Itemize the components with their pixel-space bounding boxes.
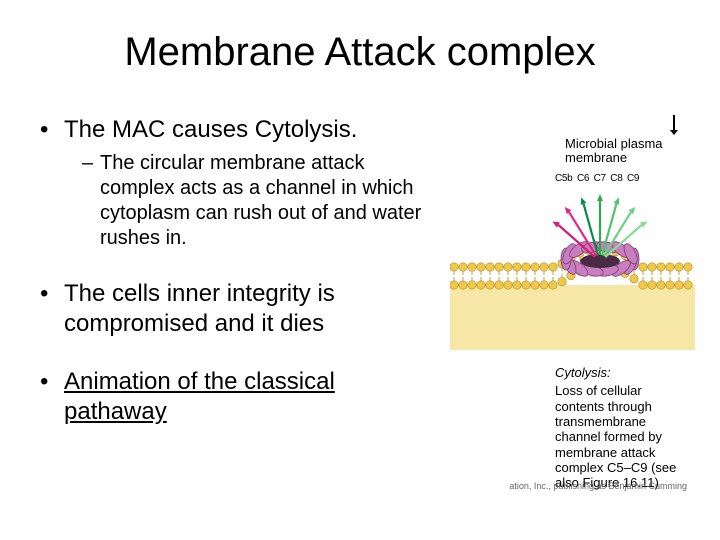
membrane-diagram-icon (450, 185, 695, 350)
protein-c7: C7 (594, 173, 606, 184)
caption-body: Loss of cellular contents through transm… (555, 383, 690, 490)
sub-bullet-list: The circular membrane attack complex act… (64, 151, 440, 251)
content-area: The MAC causes Cytolysis. The circular m… (40, 115, 680, 495)
plasma-label-line1: Microbial plasma (565, 137, 663, 151)
page-title: Membrane Attack complex (40, 30, 680, 75)
cytoplasm-region (450, 285, 695, 350)
text-column: The MAC causes Cytolysis. The circular m… (40, 115, 440, 495)
caption-title: Cytolysis: (555, 365, 690, 380)
bullet-3: Animation of the classical pathaway (40, 367, 440, 427)
figure-credit: ation, Inc., publishing as Benjamin Cumm… (509, 481, 687, 491)
slide: Membrane Attack complex The MAC causes C… (0, 0, 720, 540)
pointer-arrow-icon (673, 115, 675, 131)
bullet-1: The MAC causes Cytolysis. The circular m… (40, 115, 440, 251)
figure-column: Microbial plasma membrane C5b C6 C7 C8 C… (450, 115, 695, 495)
bullet-1-sub: The circular membrane attack complex act… (82, 151, 440, 251)
animation-link[interactable]: Animation of the classical pathaway (64, 368, 335, 425)
mac-figure: Microbial plasma membrane C5b C6 C7 C8 C… (450, 115, 695, 495)
plasma-membrane-label: Microbial plasma membrane (565, 137, 663, 166)
bullet-list: The MAC causes Cytolysis. The circular m… (40, 115, 440, 427)
protein-c9: C9 (627, 173, 639, 184)
bullet-1-text: The MAC causes Cytolysis. (64, 116, 357, 143)
bullet-2-text: The cells inner integrity is compromised… (64, 280, 335, 337)
plasma-label-line2: membrane (565, 151, 663, 165)
protein-c8: C8 (610, 173, 622, 184)
bullet-1-sub-text: The circular membrane attack complex act… (100, 152, 421, 249)
protein-c5b: C5b (555, 173, 572, 184)
protein-c6: C6 (577, 173, 589, 184)
complement-protein-labels: C5b C6 C7 C8 C9 (555, 173, 641, 184)
figure-caption: Cytolysis: Loss of cellular contents thr… (555, 365, 690, 491)
bullet-2: The cells inner integrity is compromised… (40, 279, 440, 339)
